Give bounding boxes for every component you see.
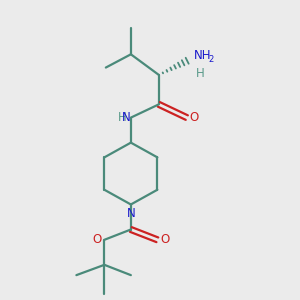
Text: O: O <box>190 111 199 124</box>
Text: N: N <box>127 207 135 220</box>
Text: H: H <box>118 111 126 124</box>
Text: NH: NH <box>194 49 212 62</box>
Text: O: O <box>92 233 101 246</box>
Text: 2: 2 <box>208 55 213 64</box>
Text: O: O <box>160 233 170 246</box>
Text: H: H <box>196 67 204 80</box>
Text: N: N <box>122 111 131 124</box>
